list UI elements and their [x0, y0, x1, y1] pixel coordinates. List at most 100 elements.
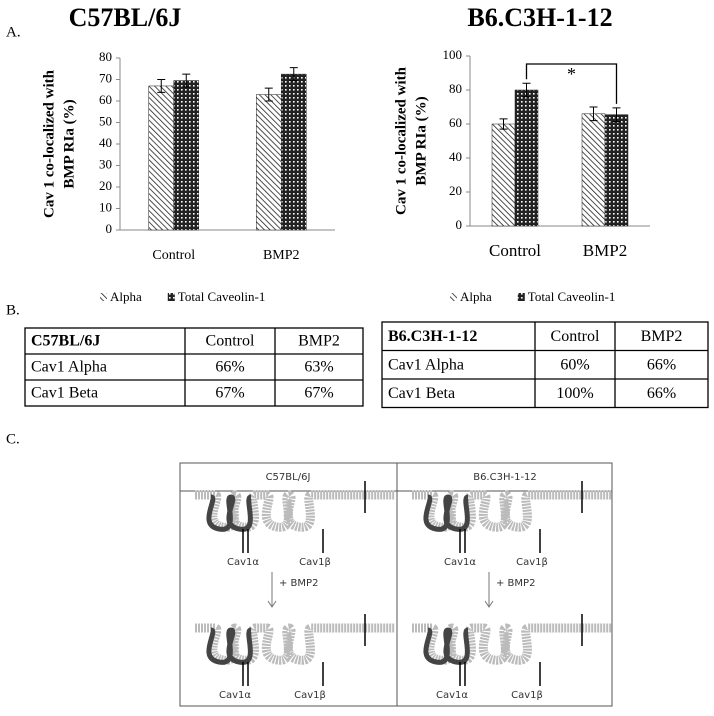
y-axis-label: Cav 1 co-localized with: [41, 69, 57, 218]
table-frame: [381, 321, 709, 409]
y-tick-label: 60: [449, 115, 462, 130]
arrow-label: + BMP2: [279, 578, 318, 589]
table-cell: 63%: [304, 359, 333, 376]
bar: [148, 85, 174, 231]
x-tick-label: BMP2: [583, 241, 627, 260]
y-tick-label: 20: [449, 183, 462, 198]
receptor: [242, 481, 366, 553]
diagram-frame: [179, 462, 613, 707]
y-tick-label: 0: [456, 217, 463, 232]
bar: [604, 114, 629, 227]
receptor: [459, 614, 583, 686]
legend-label: Alpha: [110, 289, 142, 304]
y-tick-label: 80: [449, 81, 462, 96]
y-axis-label: BMP RIa (%): [413, 96, 429, 185]
bar: [173, 80, 199, 231]
legend-swatch: [517, 293, 525, 301]
diagram-label: Cav1β: [511, 690, 543, 701]
table-cell: Cav1 Beta: [31, 385, 98, 402]
table: B6.C3H-1-12 Control BMP2 Cav1 Alpha 60% 66% Ca…: [381, 321, 709, 409]
y-tick-label: 40: [449, 149, 462, 164]
y-tick-label: 80: [99, 49, 112, 64]
receptor: [459, 481, 583, 553]
table-cell: 67%: [215, 385, 244, 402]
chart-title: B6.C3H-1-12: [467, 3, 612, 32]
table-header: BMP2: [298, 333, 340, 350]
arrow: [267, 572, 277, 608]
y-tick-label: 70: [99, 70, 112, 85]
diagram-label: Cav1β: [294, 690, 326, 701]
arrow: [484, 572, 494, 608]
legend-swatch: [450, 293, 457, 301]
error-bar: [499, 118, 508, 130]
panel-title: C57BL/6J: [266, 472, 311, 483]
chart-title: C57BL/6J: [69, 3, 182, 32]
error-bar: [264, 87, 273, 102]
panel-title: B6.C3H-1-12: [473, 472, 537, 483]
table-cell: 66%: [647, 385, 676, 402]
y-tick-label: 0: [106, 221, 113, 236]
legend-label: Total Caveolin-1: [528, 289, 616, 304]
bar: [281, 73, 307, 231]
significance-mark: *: [567, 64, 576, 84]
caveolin-alpha: [423, 627, 470, 665]
legend-label: Total Caveolin-1: [178, 289, 266, 304]
arrow-label: + BMP2: [496, 578, 535, 589]
bar: [256, 94, 282, 231]
y-tick-label: 100: [443, 47, 463, 62]
panel-label: C.: [6, 431, 20, 447]
y-tick-label: 30: [99, 156, 112, 171]
error-bar: [289, 67, 298, 82]
legend-swatch: [100, 293, 107, 301]
table-header: BMP2: [641, 328, 683, 345]
error-bar: [612, 107, 621, 122]
table-header: Control: [206, 333, 255, 350]
bar: [581, 113, 606, 227]
table-cell: 66%: [215, 359, 244, 376]
x-tick-label: Control: [489, 241, 541, 260]
caveolin-alpha: [206, 494, 253, 532]
y-tick-label: 20: [99, 178, 112, 193]
table-cell: Cav1 Beta: [388, 385, 455, 402]
error-bar: [182, 73, 191, 88]
table-frame: [24, 327, 364, 407]
table-cell: Cav1 Alpha: [31, 359, 107, 376]
bar: [491, 123, 516, 227]
diagram-label: Cav1β: [516, 557, 548, 568]
error-bar: [522, 82, 531, 98]
y-axis-label: BMP RIa (%): [61, 99, 77, 188]
y-tick-label: 50: [99, 113, 112, 128]
table: C57BL/6J Control BMP2 Cav1 Alpha 66% 63% Cav1 …: [24, 327, 364, 407]
panel-label: B.: [6, 302, 20, 318]
table-header: C57BL/6J: [31, 333, 100, 350]
x-tick-label: BMP2: [263, 248, 300, 263]
table-cell: 66%: [647, 356, 676, 373]
table-cell: 67%: [304, 385, 333, 402]
caveolin-alpha: [423, 494, 470, 532]
y-tick-label: 40: [99, 135, 112, 150]
table-cell: 100%: [556, 385, 593, 402]
legend-swatch: [167, 293, 175, 301]
bar: [514, 89, 539, 227]
y-tick-label: 60: [99, 92, 112, 107]
y-tick-label: 10: [99, 199, 112, 214]
caveolin-alpha: [206, 627, 253, 665]
diagram-label: Cav1β: [299, 557, 331, 568]
error-bar: [157, 79, 166, 93]
error-bar: [589, 106, 598, 122]
receptor: [242, 614, 366, 686]
diagram-label: Cav1α: [436, 690, 468, 701]
significance-bracket: [525, 63, 618, 104]
legend-label: Alpha: [460, 289, 492, 304]
diagram-label: Cav1α: [219, 690, 251, 701]
table-header: Control: [551, 328, 600, 345]
x-tick-label: Control: [152, 248, 195, 263]
y-axis-label: Cav 1 co-localized with: [393, 66, 409, 215]
panel-label: A.: [6, 24, 21, 40]
table-cell: Cav1 Alpha: [388, 356, 464, 373]
diagram-label: Cav1α: [227, 557, 259, 568]
diagram: C57BL/6J Cav1α Cav1β + BMP2 Cav1α Cav1β B6.C3H…: [179, 462, 613, 707]
diagram-label: Cav1α: [444, 557, 476, 568]
table-cell: 60%: [560, 356, 589, 373]
